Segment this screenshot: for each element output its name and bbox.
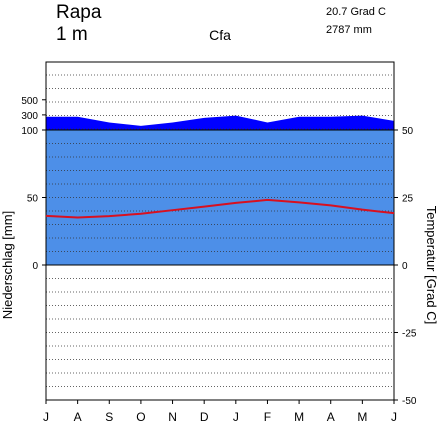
month-label: O — [136, 410, 145, 424]
month-label: D — [200, 410, 209, 424]
month-label: A — [327, 410, 335, 424]
excess-precipitation-area — [46, 115, 394, 130]
line-layer — [42, 61, 398, 401]
left-tick-label: 0 — [32, 261, 38, 272]
month-label: F — [264, 410, 271, 424]
station-name: Rapa — [56, 2, 102, 23]
left-tick-label: 50 — [27, 194, 39, 205]
precipitation-fill-layer — [46, 115, 394, 265]
mean-temperature: 20.7 Grad C — [326, 6, 386, 18]
month-label: J — [43, 410, 49, 424]
left-tick-label: 300 — [21, 111, 38, 122]
month-label: J — [391, 410, 397, 424]
temperature-line — [45, 198, 395, 219]
month-label: J — [233, 410, 239, 424]
annual-precipitation: 2787 mm — [326, 24, 372, 36]
right-tick-label: -25 — [402, 329, 417, 340]
climate-class: Cfa — [209, 27, 231, 43]
precipitation-axis-label: Niederschlag [mm] — [0, 211, 15, 319]
right-tick-label: 50 — [402, 126, 414, 137]
month-label: M — [357, 410, 367, 424]
right-tick-label: 25 — [402, 194, 414, 205]
left-tick-label: 100 — [21, 126, 38, 137]
month-label: A — [74, 410, 82, 424]
station-elevation: 1 m — [56, 24, 88, 45]
left-tick-label: 500 — [21, 96, 38, 107]
month-label: N — [168, 410, 177, 424]
right-tick-label: -50 — [402, 396, 417, 407]
grid-layer — [46, 74, 394, 387]
plot-frame — [45, 61, 395, 401]
month-label: S — [105, 410, 113, 424]
right-tick-label: 0 — [402, 261, 408, 272]
month-label: M — [294, 410, 304, 424]
temperature-axis-label: Temperatur [Grad C] — [424, 206, 438, 325]
